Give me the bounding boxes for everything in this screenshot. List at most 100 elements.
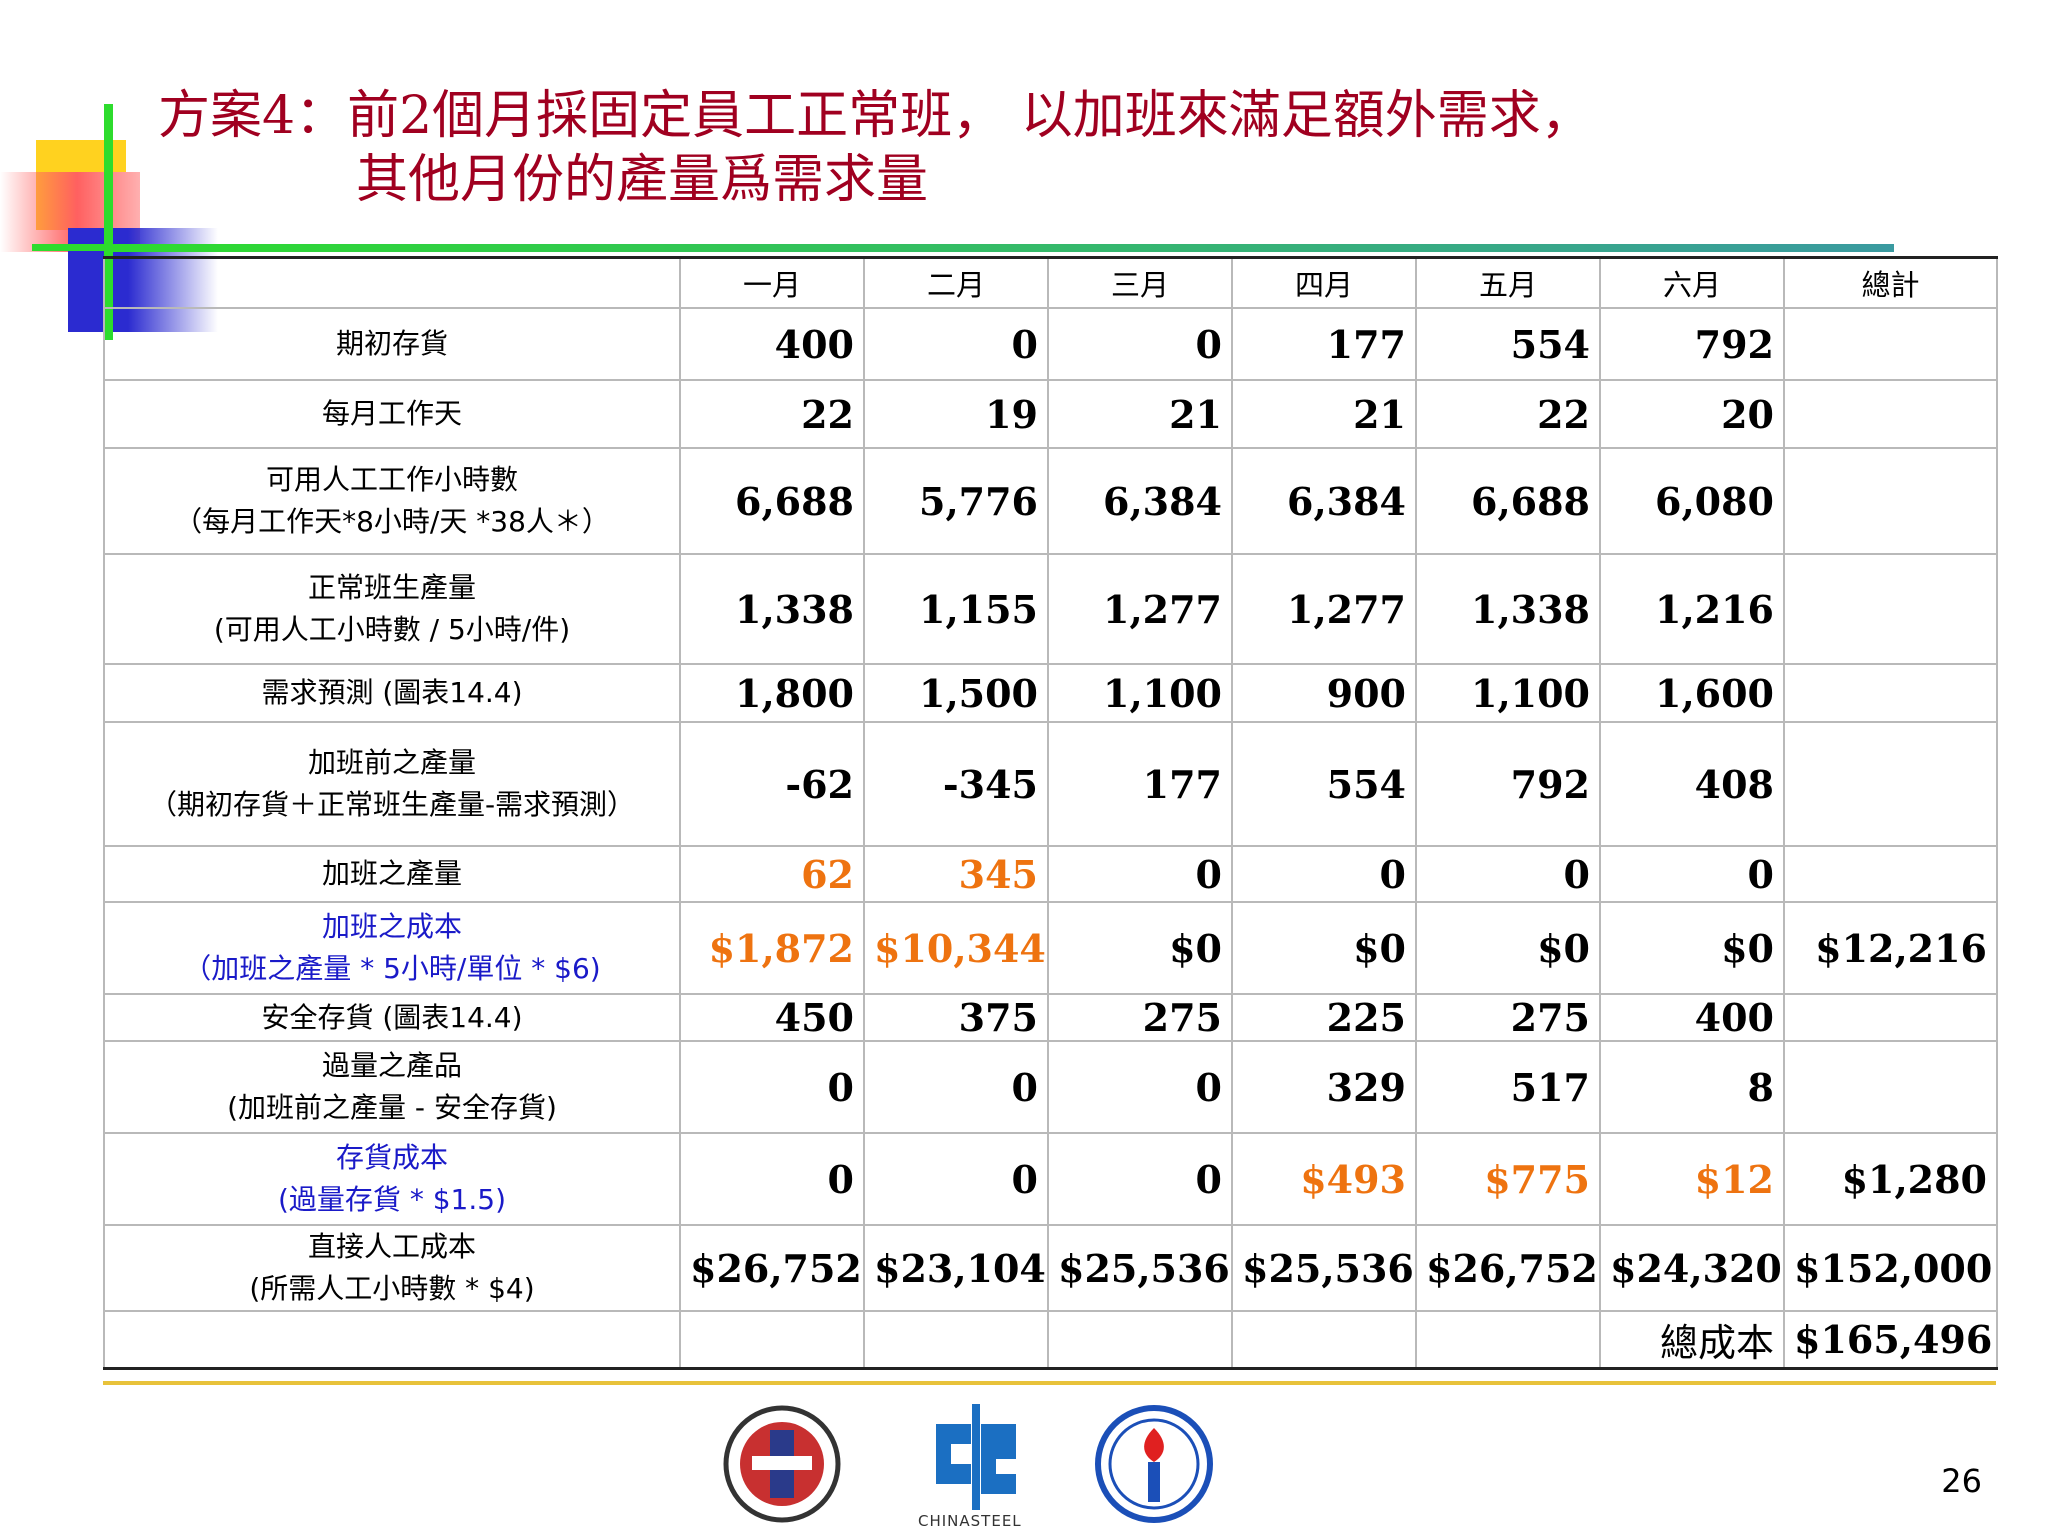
- total-cell: [1783, 379, 1998, 449]
- table-cell: 1,155: [863, 553, 1049, 665]
- total-cost-label: 總成本: [1599, 1310, 1785, 1370]
- table-cell: 400: [679, 307, 865, 381]
- row-label-line-1: 直接人工成本: [307, 1230, 476, 1263]
- table-cell: $0: [1047, 901, 1233, 995]
- table-cell: 0: [863, 1132, 1049, 1226]
- total-cell: [1783, 307, 1998, 381]
- slide-title: 方案4：前2個月採固定員工正常班， 以加班來滿足額外需求， 其他月份的產量爲需求…: [158, 84, 1593, 212]
- row-label-line-1: 正常班生產量: [307, 571, 476, 604]
- row-label-line-1: 加班之產量: [321, 857, 462, 890]
- table-row: 期初存貨 400 0 0 177 554 792: [103, 307, 1998, 381]
- table-cell: 1,500: [863, 663, 1049, 723]
- table-cell: 375: [863, 993, 1049, 1042]
- table-cell: $25,536: [1047, 1224, 1233, 1312]
- table-cell: 792: [1599, 307, 1785, 381]
- header-cell: 總計: [1783, 256, 1998, 309]
- table-cell: 0: [863, 307, 1049, 381]
- row-label-line-2: （加班之產量 * 5小時/單位 * $6): [183, 952, 601, 985]
- table-cell: $775: [1415, 1132, 1601, 1226]
- table-header-row: 一月 二月 三月 四月 五月 六月 總計: [103, 256, 1998, 309]
- page-number: 26: [1941, 1462, 1982, 1500]
- table-cell: 6,384: [1047, 447, 1233, 555]
- row-label: 加班前之產量 （期初存貨＋正常班生產量-需求預測）: [103, 721, 681, 847]
- table-cell: 1,338: [679, 553, 865, 665]
- table-cell: 0: [679, 1132, 865, 1226]
- total-cell: [1783, 553, 1998, 665]
- table-cell: $0: [1415, 901, 1601, 995]
- table-cell: 0: [1047, 307, 1233, 381]
- table-cell: 792: [1415, 721, 1601, 847]
- seal-logo-right: [1095, 1405, 1213, 1523]
- logo-caption: CHINASTEEL: [918, 1512, 1022, 1530]
- total-cell: $1,280: [1783, 1132, 1998, 1226]
- total-cell: [1783, 721, 1998, 847]
- total-cell: $12,216: [1783, 901, 1998, 995]
- table-cell: 1,100: [1415, 663, 1601, 723]
- header-cell: 五月: [1415, 256, 1601, 309]
- table-cell: 6,080: [1599, 447, 1785, 555]
- row-label: 可用人工工作小時數 （每月工作天*8小時/天 *38人＊）: [103, 447, 681, 555]
- table-cell: 0: [1231, 845, 1417, 903]
- table-cell: 329: [1231, 1040, 1417, 1134]
- table-cell: 1,338: [1415, 553, 1601, 665]
- table-cell: -62: [679, 721, 865, 847]
- table-cell: 22: [1415, 379, 1601, 449]
- header-cell: 一月: [679, 256, 865, 309]
- table-cell: 5,776: [863, 447, 1049, 555]
- table-cell: -345: [863, 721, 1049, 847]
- table-cell: 62: [679, 845, 865, 903]
- table-cell: $0: [1599, 901, 1785, 995]
- table-cell: 400: [1599, 993, 1785, 1042]
- row-label-line-2: (過量存貨 * $1.5): [278, 1183, 506, 1216]
- table-row: 加班之成本 （加班之產量 * 5小時/單位 * $6) $1,872 $10,344 $…: [103, 901, 1998, 995]
- table-row: 過量之產品 (加班前之產量 - 安全存貨) 0 0 0 329 517 8: [103, 1040, 1998, 1134]
- table-cell: 275: [1047, 993, 1233, 1042]
- table-cell: 21: [1231, 379, 1417, 449]
- table-cell: 0: [1047, 1132, 1233, 1226]
- row-label-line-1: 安全存貨 (圖表14.4): [261, 1000, 523, 1034]
- table-cell: 0: [1599, 845, 1785, 903]
- table-cell: 177: [1231, 307, 1417, 381]
- row-label-line-2: (所需人工小時數 * $4): [249, 1272, 535, 1305]
- table-cell: $23,104: [863, 1224, 1049, 1312]
- table-cell: 0: [1415, 845, 1601, 903]
- table-cell: 0: [863, 1040, 1049, 1134]
- row-label-line-2: (加班前之產量 - 安全存貨): [227, 1091, 557, 1124]
- row-label-line-1: 需求預測 (圖表14.4): [261, 676, 523, 709]
- table-cell: 554: [1231, 721, 1417, 847]
- table-cell: 517: [1415, 1040, 1601, 1134]
- table-cell: $25,536: [1231, 1224, 1417, 1312]
- table-cell: $1,872: [679, 901, 865, 995]
- table-row: 存貨成本 (過量存貨 * $1.5) 0 0 0 $493 $775 $12 $1,280: [103, 1132, 1998, 1226]
- table-cell: $12: [1599, 1132, 1785, 1226]
- table-cell: 6,688: [679, 447, 865, 555]
- header-cell: 六月: [1599, 256, 1785, 309]
- row-label: 存貨成本 (過量存貨 * $1.5): [103, 1132, 681, 1226]
- total-cell: [1783, 993, 1998, 1042]
- row-label: 安全存貨 (圖表14.4): [103, 993, 681, 1042]
- total-cost-row: 總成本 $165,496: [103, 1310, 1998, 1370]
- table-cell: 6,688: [1415, 447, 1601, 555]
- total-cell: [1783, 663, 1998, 723]
- title-line-2: 其他月份的產量爲需求量: [356, 150, 929, 210]
- table-row: 加班前之產量 （期初存貨＋正常班生產量-需求預測） -62 -345 177 554 792…: [103, 721, 1998, 847]
- table-cell: 408: [1599, 721, 1785, 847]
- table-row: 每月工作天 22 19 21 21 22 20: [103, 379, 1998, 449]
- table-cell: 22: [679, 379, 865, 449]
- row-label: 需求預測 (圖表14.4): [103, 663, 681, 723]
- table-cell: 1,216: [1599, 553, 1785, 665]
- row-label-line-1: 存貨成本: [335, 1141, 448, 1174]
- table-cell: 6,384: [1231, 447, 1417, 555]
- seal-logo-left: [723, 1405, 841, 1523]
- table-cell: 0: [1047, 1040, 1233, 1134]
- table-cell: $493: [1231, 1132, 1417, 1226]
- table-cell: 1,277: [1231, 553, 1417, 665]
- table-row: 加班之產量 62 345 0 0 0 0: [103, 845, 1998, 903]
- table-cell: $0: [1231, 901, 1417, 995]
- row-label: 正常班生產量 (可用人工小時數 / 5小時/件): [103, 553, 681, 665]
- total-cell: [1783, 447, 1998, 555]
- total-cell: [1783, 1040, 1998, 1134]
- table-cell: 21: [1047, 379, 1233, 449]
- header-cell: [103, 256, 681, 309]
- table-cell: 1,800: [679, 663, 865, 723]
